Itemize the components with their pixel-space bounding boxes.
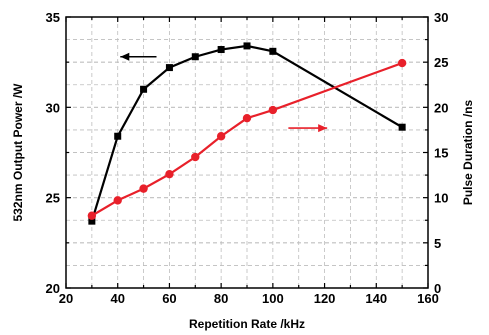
tick-labels: 20 40 60 80 100 120 140 160 20 25 30 35 0 5 10 15 20 25 30 [46, 10, 449, 306]
series-layer [87, 42, 407, 225]
data-point-square [243, 42, 251, 50]
y-right-tick-label: 0 [434, 281, 441, 296]
y-right-tick-label: 10 [434, 191, 448, 206]
y-right-tick-label: 15 [434, 146, 448, 161]
data-point-circle [216, 132, 226, 141]
x-axis-title: Repetition Rate /kHz [189, 317, 305, 331]
left-axis-arrow [120, 52, 157, 61]
data-point-circle [113, 196, 122, 205]
data-point-square [140, 85, 148, 93]
x-tick-label: 40 [110, 291, 124, 306]
data-point-circle [87, 211, 97, 220]
data-point-circle [165, 169, 174, 179]
data-point-circle [397, 58, 407, 68]
data-point-square [217, 46, 225, 54]
x-tick-label: 120 [314, 291, 336, 306]
data-point-circle [268, 105, 278, 115]
y-axis-right-title: Pulse Duration /ns [461, 100, 475, 206]
y-left-tick-label: 25 [46, 191, 60, 206]
x-tick-label: 60 [162, 291, 176, 306]
y-right-tick-label: 25 [434, 55, 448, 70]
right-axis-arrow [288, 124, 328, 133]
y-right-tick-label: 5 [434, 236, 441, 251]
y-right-tick-label: 20 [434, 100, 448, 115]
series-2 [87, 58, 407, 220]
x-tick-label: 80 [214, 291, 228, 306]
data-point-square [88, 217, 96, 225]
data-point-square [398, 123, 406, 131]
y-left-tick-label: 20 [46, 281, 60, 296]
annotation-arrows [120, 52, 328, 133]
data-point-circle [191, 152, 200, 162]
series-1 [88, 42, 406, 225]
data-point-square [114, 132, 122, 140]
y-right-tick-label: 30 [434, 10, 448, 25]
data-point-circle [139, 184, 148, 193]
x-tick-label: 160 [417, 291, 439, 306]
x-tick-label: 140 [365, 291, 387, 306]
y-left-tick-label: 30 [46, 100, 60, 115]
x-tick-label: 100 [262, 291, 284, 306]
data-point-square [191, 53, 199, 61]
y-axis-left-title: 532nm Output Power /W [11, 83, 25, 222]
data-point-square [165, 64, 173, 72]
x-tick-label: 20 [59, 291, 73, 306]
grid-lines [66, 17, 428, 288]
y-left-tick-label: 35 [46, 10, 60, 25]
data-point-circle [242, 113, 252, 123]
axis-ticks [65, 16, 429, 289]
data-point-square [269, 47, 277, 55]
